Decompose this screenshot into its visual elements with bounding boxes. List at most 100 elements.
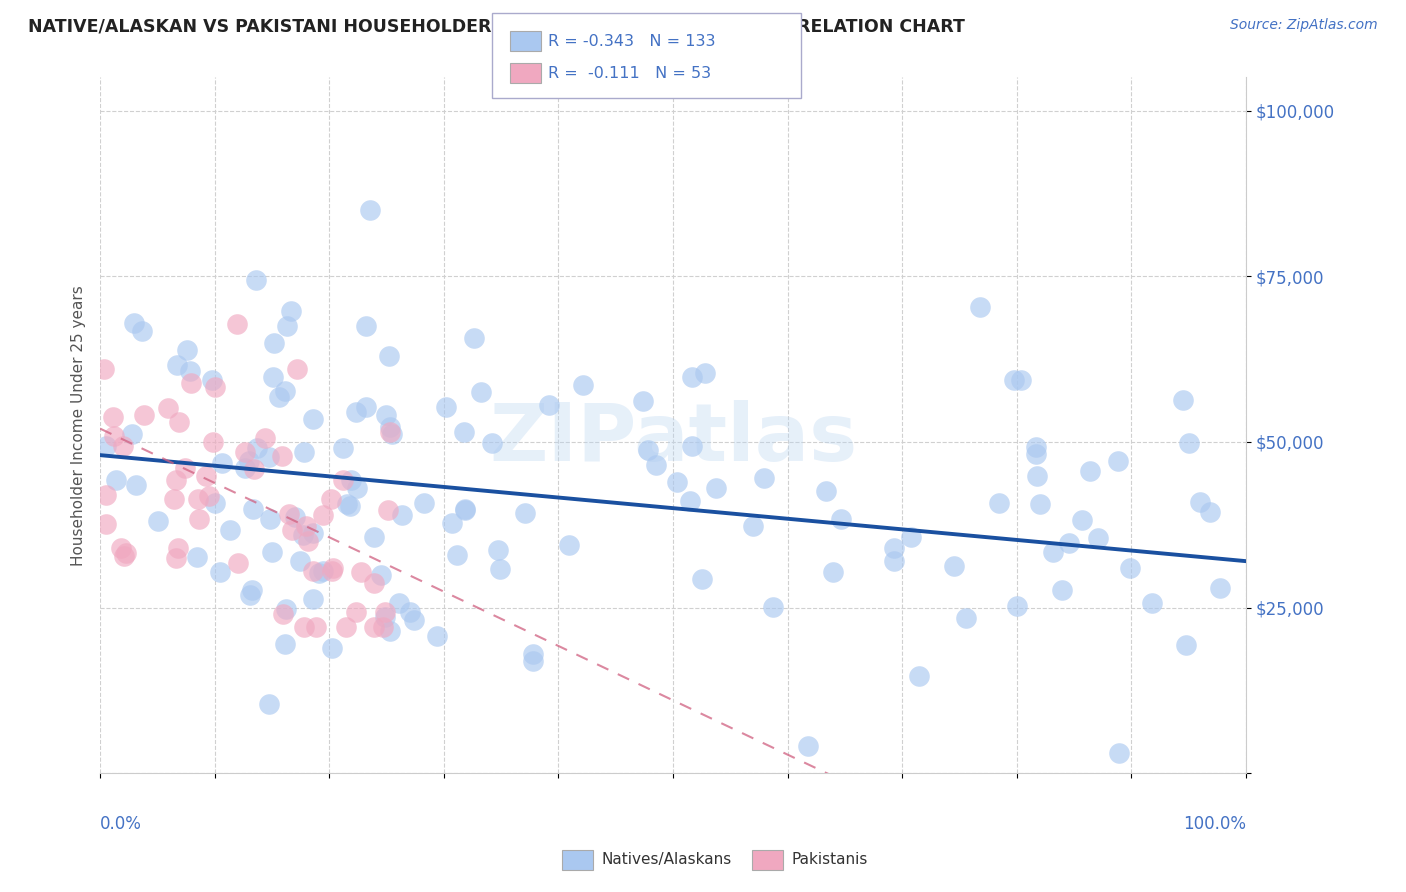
Point xyxy=(294,518,316,533)
Point xyxy=(637,443,659,458)
Point xyxy=(281,523,304,537)
Point xyxy=(284,509,307,524)
Text: Source: ZipAtlas.com: Source: ZipAtlas.com xyxy=(1230,18,1378,32)
Point xyxy=(1078,464,1101,478)
Text: NATIVE/ALASKAN VS PAKISTANI HOUSEHOLDER INCOME UNDER 25 YEARS CORRELATION CHART: NATIVE/ALASKAN VS PAKISTANI HOUSEHOLDER … xyxy=(28,18,965,36)
Point xyxy=(124,317,146,331)
Point xyxy=(211,456,233,470)
Text: R = -0.343   N = 133: R = -0.343 N = 133 xyxy=(548,34,716,48)
Point xyxy=(319,491,342,506)
Point xyxy=(238,453,260,467)
Point xyxy=(188,512,211,526)
Point xyxy=(695,366,717,380)
Point xyxy=(1029,497,1052,511)
Point xyxy=(208,565,231,579)
Point xyxy=(378,349,401,363)
Point xyxy=(830,511,852,525)
Point xyxy=(311,564,333,578)
Point xyxy=(363,530,385,544)
Point xyxy=(704,482,727,496)
Point xyxy=(752,471,775,485)
Point xyxy=(148,515,170,529)
Text: ZIPatlas: ZIPatlas xyxy=(489,401,858,478)
Point xyxy=(312,508,335,522)
Point xyxy=(354,318,377,333)
Point xyxy=(665,475,688,489)
Point xyxy=(446,548,468,562)
Point xyxy=(681,440,703,454)
Point xyxy=(335,620,357,634)
Point xyxy=(356,400,378,414)
Point xyxy=(111,439,134,453)
Point xyxy=(1209,581,1232,595)
Point xyxy=(378,425,401,440)
Point xyxy=(481,436,503,450)
Text: Pakistanis: Pakistanis xyxy=(792,853,868,867)
Text: R =  -0.111   N = 53: R = -0.111 N = 53 xyxy=(548,66,711,80)
Point xyxy=(101,409,124,424)
Point xyxy=(1050,583,1073,598)
Point xyxy=(274,384,297,398)
Point xyxy=(271,607,294,621)
Point xyxy=(274,601,297,615)
Point xyxy=(513,506,536,520)
Point xyxy=(302,564,325,578)
Y-axis label: Householder Income Under 25 years: Householder Income Under 25 years xyxy=(72,285,86,566)
Point xyxy=(121,427,143,442)
Point xyxy=(204,496,226,510)
Text: 0.0%: 0.0% xyxy=(100,815,142,833)
Point xyxy=(388,596,411,610)
Point xyxy=(96,439,118,453)
Point xyxy=(374,606,396,620)
Point xyxy=(112,549,135,563)
Point xyxy=(103,429,125,443)
Point xyxy=(814,484,837,499)
Point xyxy=(1198,504,1220,518)
Point xyxy=(321,564,343,578)
Point xyxy=(174,461,197,475)
Point xyxy=(398,606,420,620)
Point xyxy=(1005,599,1028,614)
Point xyxy=(339,499,361,513)
Point xyxy=(131,324,153,338)
Point xyxy=(453,425,475,439)
Point xyxy=(969,300,991,314)
Point xyxy=(280,303,302,318)
Point xyxy=(245,273,267,287)
Point xyxy=(226,317,249,331)
Point xyxy=(115,546,138,560)
Point xyxy=(359,203,381,218)
Point xyxy=(269,390,291,404)
Point xyxy=(631,394,654,409)
Point xyxy=(156,401,179,416)
Point xyxy=(305,620,328,634)
Point xyxy=(301,412,323,426)
Point xyxy=(165,473,187,487)
Point xyxy=(742,518,765,533)
Point xyxy=(1025,440,1047,454)
Point xyxy=(404,613,426,627)
Point xyxy=(489,562,512,576)
Point xyxy=(1010,373,1032,387)
Point xyxy=(900,530,922,544)
Point xyxy=(1188,495,1211,509)
Point xyxy=(470,384,492,399)
Point xyxy=(259,512,281,526)
Point xyxy=(288,553,311,567)
Point xyxy=(179,364,201,378)
Point xyxy=(522,654,544,668)
Point xyxy=(371,620,394,634)
Point xyxy=(441,516,464,530)
Point xyxy=(344,606,367,620)
Point xyxy=(1171,392,1194,407)
Point xyxy=(370,568,392,582)
Point xyxy=(1025,447,1047,461)
Point xyxy=(987,496,1010,510)
Text: 100.0%: 100.0% xyxy=(1182,815,1246,833)
Point xyxy=(302,526,325,541)
Point xyxy=(796,739,818,754)
Point xyxy=(292,620,315,634)
Point xyxy=(377,502,399,516)
Point xyxy=(434,401,457,415)
Point xyxy=(263,336,285,351)
